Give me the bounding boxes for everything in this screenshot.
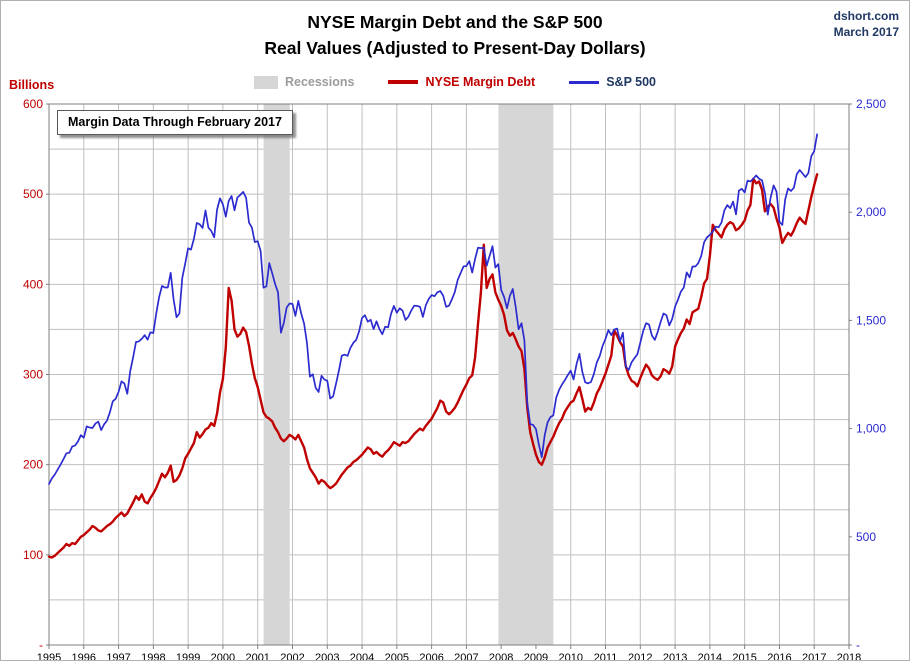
x-axis-tick-label: 1995 [37,652,61,661]
legend-item-recessions: Recessions [253,75,355,89]
x-axis-tick-label: 1996 [72,652,96,661]
x-axis-tick-label: 2010 [558,652,582,661]
x-axis-tick-label: 2018 [837,652,861,661]
source-site: dshort.com [833,9,899,23]
x-axis-tick-label: 2000 [211,652,235,661]
legend-label-margin-debt: NYSE Margin Debt [425,75,536,89]
x-axis-tick-label: 2006 [419,652,443,661]
chart-title-block: NYSE Margin Debt and the S&P 500 Real Va… [1,9,909,61]
left-axis-tick-label: 500 [23,187,43,201]
margin-debt-line-swatch [388,80,419,84]
legend-item-margin-debt: NYSE Margin Debt [388,75,535,89]
source-block: dshort.com March 2017 [834,8,899,40]
x-axis-tick-label: 2004 [350,652,374,661]
x-axis-tick-label: 2016 [767,652,791,661]
left-axis-tick-label: 300 [23,368,43,382]
right-axis-tick-label: - [856,638,860,652]
legend-label-recessions: Recessions [284,75,355,89]
right-axis-tick-label: 1,500 [856,313,886,327]
right-axis-tick-label: 2,500 [856,97,886,111]
sp500-line [48,133,818,485]
legend-label-sp500: S&P 500 [606,75,657,89]
sp500-line-swatch [569,80,600,84]
x-axis-tick-label: 2011 [594,652,618,661]
nyse-margin-debt-line [47,173,819,559]
legend-item-sp500: S&P 500 [569,75,656,89]
x-axis-tick-label: 2005 [385,652,409,661]
x-axis-tick-label: 2008 [489,652,513,661]
x-axis-tick-label: 2012 [628,652,652,661]
x-axis-tick-label: 2001 [245,652,269,661]
right-axis-tick-label: 1,000 [856,422,886,436]
left-axis-tick-label: - [39,638,43,652]
left-axis-tick-label: 100 [23,548,43,562]
x-axis-tick-label: 1997 [106,652,130,661]
x-axis-tick-label: 2007 [454,652,478,661]
left-axis-title: Billions [9,78,55,92]
chart-subtitle: Real Values (Adjusted to Present-Day Dol… [264,38,646,58]
recession-band-swatch [253,75,278,89]
source-date: March 2017 [833,25,899,39]
x-axis-tick-label: 2017 [802,652,826,661]
right-axis-tick-label: 2,000 [856,205,886,219]
left-axis-tick-label: 600 [23,97,43,111]
right-axis-tick-label: 500 [856,530,876,544]
chart-legend: Recessions NYSE Margin Debt S&P 500 [1,75,909,89]
x-axis-tick-label: 2015 [732,652,756,661]
x-axis-tick-label: 2014 [698,652,722,661]
left-axis-tick-label: 200 [23,458,43,472]
x-axis-tick-label: 1999 [176,652,200,661]
recession-band [263,104,290,645]
left-axis-tick-label: 400 [23,277,43,291]
annotation-box: Margin Data Through February 2017 [57,110,293,135]
x-axis-tick-label: 2009 [524,652,548,661]
x-axis-tick-label: 1998 [141,652,165,661]
x-axis-tick-label: 2002 [280,652,304,661]
chart-title: NYSE Margin Debt and the S&P 500 [307,12,603,32]
x-axis-tick-label: 2013 [663,652,687,661]
x-axis-tick-label: 2003 [315,652,339,661]
